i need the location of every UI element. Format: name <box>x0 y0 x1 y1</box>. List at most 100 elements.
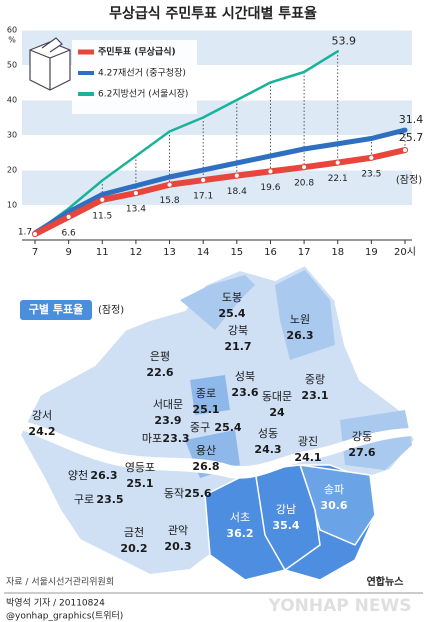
river <box>20 420 412 479</box>
data-label: 31.4 <box>399 113 424 126</box>
series-line <box>33 50 339 235</box>
district-name: 성동 <box>258 427 278 440</box>
district-value: 27.6 <box>348 446 375 459</box>
legend-label: 6.2지방선거 (서울시장) <box>98 89 188 100</box>
district-value: 36.2 <box>226 527 253 540</box>
data-label: 53.9 <box>331 34 356 47</box>
data-label: 18.4 <box>227 187 247 197</box>
x-tick-label: 18 <box>331 247 344 258</box>
district-name: 강동 <box>352 430 372 443</box>
district-value: 25.6 <box>184 487 211 500</box>
brand: 연합뉴스 <box>367 575 404 588</box>
map <box>18 263 417 582</box>
x-tick-label: 9 <box>65 247 71 258</box>
y-tick-label: 20 <box>7 166 17 175</box>
district-name: 동작 <box>164 487 184 500</box>
district-value: 26.8 <box>192 460 219 473</box>
district-name: 영등포 <box>125 461 155 474</box>
district-value: 25.4 <box>218 307 245 320</box>
district-value: 25.1 <box>126 477 153 490</box>
y-tick-label: 10 <box>7 201 17 210</box>
x-tick-label: 14 <box>197 247 210 258</box>
data-label: 13.4 <box>126 205 146 215</box>
point <box>65 213 72 220</box>
district-name: 강남 <box>276 503 296 516</box>
point <box>233 172 240 179</box>
chart-title: 무상급식 주민투표 시간대별 투표율 <box>109 5 317 22</box>
data-label: 23.5 <box>361 169 381 179</box>
point <box>401 146 409 154</box>
district-value: 23.3 <box>162 432 189 445</box>
district-value: 24.2 <box>28 425 55 438</box>
district-name: 양천 <box>68 468 88 482</box>
district-name: 은평 <box>150 350 170 363</box>
series-line <box>32 127 408 236</box>
district-name: 마포 <box>142 432 162 445</box>
district-name: 구로 <box>74 493 94 506</box>
district-value: 20.3 <box>164 540 191 553</box>
x-tick-label: 11 <box>96 247 109 258</box>
district-name: 서대문 <box>153 398 183 411</box>
district-name: 금천 <box>124 525 144 539</box>
district-value: 25.4 <box>214 421 241 434</box>
x-tick-label: 7 <box>32 247 38 258</box>
district-value: 25.1 <box>192 403 219 416</box>
district-name: 용산 <box>196 444 216 457</box>
district-name: 종로 <box>196 387 216 400</box>
district-name: 노원 <box>290 313 310 326</box>
y-tick-label: 50 <box>7 61 17 70</box>
watermark: YONHAP NEWS <box>268 596 412 616</box>
y-tick-label: 30 <box>7 131 17 140</box>
point <box>99 196 106 203</box>
legend-label: 4.27재선거 (중구청장) <box>98 68 186 79</box>
twitter: @yonhap_graphics(트위터) <box>6 611 123 622</box>
district-value: 26.3 <box>90 469 117 482</box>
data-label: 15.8 <box>160 196 180 206</box>
y-tick-label: 40 <box>7 96 17 105</box>
annotation: (잠정) <box>396 174 422 186</box>
x-tick-label: 16 <box>264 247 277 258</box>
district-value: 26.3 <box>286 329 313 342</box>
point <box>166 181 173 188</box>
source: 자료 / 서울시선거관리위원회 <box>6 577 114 588</box>
district-value: 20.2 <box>120 542 147 555</box>
point <box>267 168 274 175</box>
district-name: 관악 <box>168 524 188 537</box>
data-label: 22.1 <box>328 174 348 184</box>
district-name: 서초 <box>230 511 250 524</box>
map-note: (잠정) <box>98 304 124 316</box>
district-value: 23.5 <box>96 493 123 506</box>
district-value: 21.7 <box>224 340 251 353</box>
x-tick-label: 19 <box>365 247 378 258</box>
district-name: 중구 <box>190 421 210 434</box>
point <box>368 154 375 161</box>
district-name: 송파 <box>324 483 344 496</box>
data-label: 17.1 <box>193 192 213 202</box>
x-tick-label: 12 <box>130 247 143 258</box>
district-value: 23.9 <box>154 414 181 427</box>
district-value: 30.6 <box>320 499 347 512</box>
district-name: 강북 <box>228 324 248 337</box>
district-name: 중랑 <box>305 373 325 386</box>
map-title-bg <box>20 300 92 320</box>
data-label: 6.6 <box>61 228 76 238</box>
district-value: 24.3 <box>254 443 281 456</box>
district-value: 24.1 <box>294 451 321 464</box>
map-title: 구별 투표율 <box>29 303 83 316</box>
data-label: 11.5 <box>92 211 112 221</box>
point <box>31 230 39 238</box>
district-name: 동대문 <box>262 390 292 403</box>
district-value: 35.4 <box>272 519 299 532</box>
district-name: 도봉 <box>222 291 242 304</box>
x-tick-label: 17 <box>298 247 311 258</box>
point <box>132 190 140 197</box>
y-tick-label: 60 <box>7 26 17 35</box>
district-name: 광진 <box>298 435 318 448</box>
district-value: 24 <box>269 406 285 419</box>
legend-label: 주민투표 (무상급식) <box>98 46 176 58</box>
data-label: 25.7 <box>399 131 424 144</box>
y-unit: % <box>8 36 16 45</box>
point <box>200 177 207 184</box>
ballot-icon <box>29 37 71 91</box>
